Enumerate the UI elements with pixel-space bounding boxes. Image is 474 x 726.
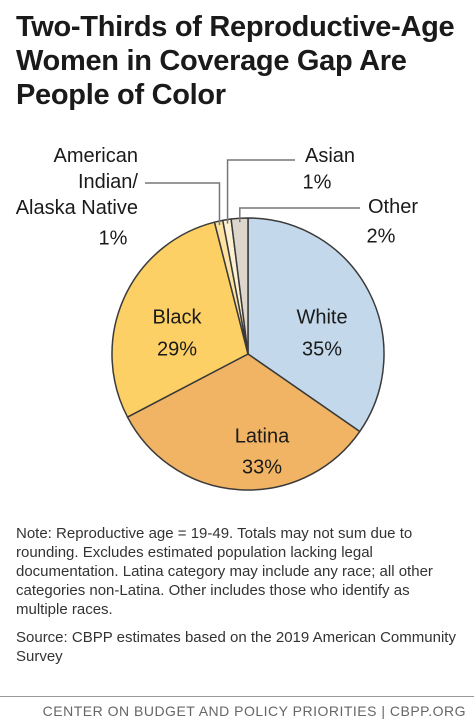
value-label: 1% — [303, 171, 332, 193]
value-label: 33% — [242, 456, 282, 478]
leader-line — [145, 182, 221, 226]
value-label: 1% — [99, 227, 128, 249]
note: Note: Reproductive age = 19-49. Totals m… — [16, 525, 433, 618]
pie-slice — [247, 217, 385, 433]
value-label: 2% — [367, 225, 396, 247]
slice-label: Asian — [305, 145, 355, 167]
value-label: 35% — [302, 338, 342, 360]
label-line: Alaska Native — [16, 197, 138, 219]
label-line: Indian/ — [78, 171, 138, 193]
source: Source: CBPP estimates based on the 2019… — [16, 629, 456, 665]
slice-label: Other — [368, 196, 418, 218]
slice-label: Latina — [235, 425, 290, 447]
slice-label: American Indian/Alaska Native — [16, 145, 139, 219]
slice-label: Black — [153, 306, 203, 328]
chart-title: Two-Thirds of Reproductive-Age Women in … — [16, 11, 455, 111]
label-line: Other — [368, 196, 418, 218]
chart: White 35% Latina 33% Black 29% American Indian/… — [16, 145, 418, 491]
pie-slice — [111, 221, 249, 418]
label-line: Asian — [305, 145, 355, 167]
pie-slice — [126, 353, 361, 491]
footer: CENTER ON BUDGET AND POLICY PRIORITIES |… — [0, 696, 474, 719]
label-line: American — [54, 145, 138, 167]
slice-label: White — [296, 306, 347, 328]
leader-line — [226, 159, 295, 224]
value-label: 29% — [157, 338, 197, 360]
leader-line — [239, 207, 360, 223]
